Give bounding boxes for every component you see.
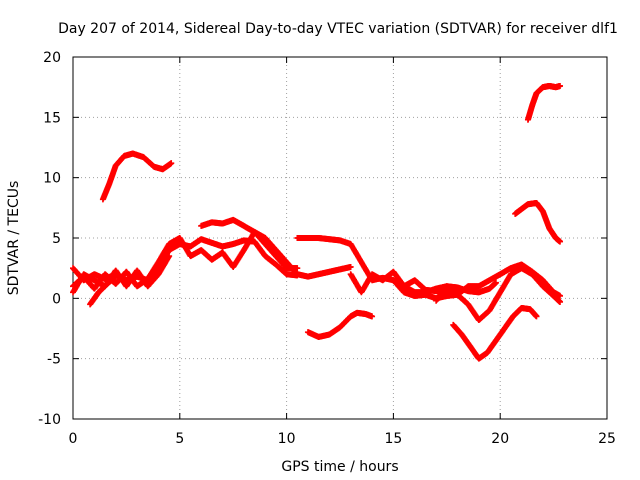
series-arc-3 [70,228,301,292]
data-point [557,292,564,299]
y-tick-label: 15 [43,110,61,126]
data-point [557,238,564,245]
x-tick-label: 15 [384,431,402,447]
series-arc-11 [433,261,564,304]
chart-title: Day 207 of 2014, Sidereal Day-to-day VTE… [58,21,618,37]
x-tick-label: 0 [69,431,78,447]
data-point [347,263,354,270]
x-tick-label: 5 [175,431,184,447]
data-point [533,313,540,320]
y-tick-label: -10 [38,412,61,428]
series-arc-12 [450,304,540,362]
series-arc-6 [198,216,354,280]
y-tick-label: 5 [52,231,61,247]
x-tick-label: 10 [278,431,296,447]
y-tick-label: 10 [43,171,61,187]
x-tick-label: 20 [491,431,509,447]
data-point [369,313,376,320]
series-arc-13 [512,200,564,245]
axis-ticks: 0 5 10 15 20 25 -10 -5 0 5 10 15 20 [38,50,616,447]
series-arc-9 [304,309,376,340]
y-tick-label: 20 [43,50,61,66]
x-axis-label: GPS time / hours [281,459,398,475]
data-point [492,279,499,286]
data-point [112,273,119,280]
data-point [166,253,173,260]
x-tick-label: 25 [598,431,616,447]
data-point [557,298,564,305]
series-arc-5 [87,273,119,308]
y-tick-label: -5 [47,352,61,368]
data-point [168,160,175,167]
y-axis-label: SDTVAR / TECUs [6,181,22,296]
data-point [557,82,564,89]
series-arc-14 [524,82,564,123]
data-series [70,82,564,362]
grid [73,57,607,419]
y-tick-label: 0 [52,291,61,307]
series-arc-1 [99,150,175,203]
